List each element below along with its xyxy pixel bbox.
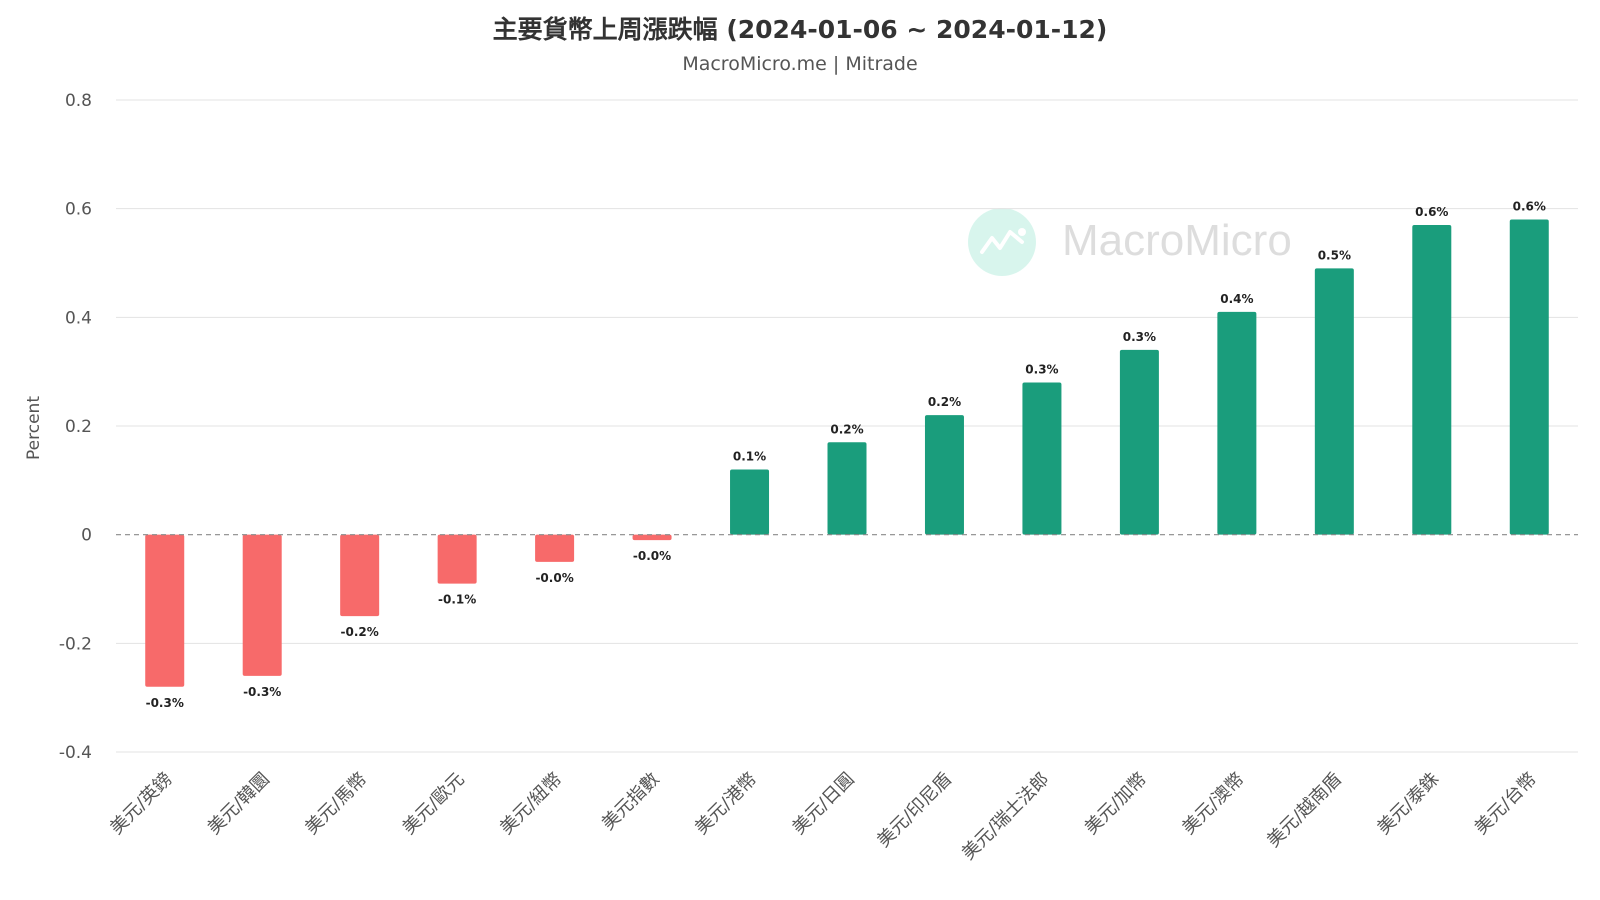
x-tick-label: 美元/澳幣 [1178,769,1248,839]
data-label: 0.6% [1415,205,1448,219]
data-label: 0.2% [928,395,961,409]
y-tick-label: 0.6 [65,200,92,220]
x-tick-label: 美元/印尼盾 [873,769,956,852]
bar[interactable] [242,534,282,676]
data-label: 0.5% [1318,248,1351,262]
data-label: 0.6% [1513,200,1546,214]
y-axis-ticks: 0.8 0.6 0.4 0.2 0 -0.2 -0.4 [59,91,92,763]
bar[interactable] [1022,382,1062,535]
x-tick-label: 美元/歐元 [399,769,469,839]
x-tick-label: 美元/加幣 [1081,769,1151,839]
chart-title: 主要貨幣上周漲跌幅 (2024-01-06 ~ 2024-01-12) [492,15,1108,44]
x-tick-label: 美元/英鎊 [106,769,176,839]
x-tick-label: 美元/日圓 [788,769,858,839]
data-label: -0.3% [146,696,184,710]
x-tick-label: 美元/韓圜 [204,769,274,839]
y-axis-label: Percent [24,396,44,460]
data-label: -0.0% [535,571,573,585]
bar[interactable] [145,534,185,687]
x-tick-label: 美元/紐幣 [496,769,566,839]
macromicro-logo-icon [968,208,1036,276]
data-label: 0.3% [1123,330,1156,344]
watermark-text: MacroMicro [1062,216,1292,265]
y-tick-label: -0.4 [59,743,92,763]
x-tick-label: 美元/台幣 [1471,769,1541,839]
y-tick-label: -0.2 [59,634,92,654]
bar[interactable] [730,469,770,535]
x-tick-label: 美元/泰銖 [1373,769,1443,839]
bar[interactable] [340,534,380,617]
bar[interactable] [535,534,575,562]
data-label: 0.4% [1220,292,1253,306]
x-tick-label: 美元/瑞士法郎 [958,769,1054,865]
y-tick-label: 0 [81,526,92,546]
x-tick-label: 美元/港幣 [691,769,761,839]
bar[interactable] [1412,224,1452,535]
data-label: 0.2% [830,422,863,436]
chart-subtitle: MacroMicro.me | Mitrade [682,53,918,75]
bar[interactable] [827,442,867,535]
bar[interactable] [924,415,964,535]
y-tick-label: 0.2 [65,417,92,437]
x-tick-label: 美元/馬幣 [301,769,371,839]
data-label: -0.0% [633,549,671,563]
y-tick-label: 0.4 [65,308,92,328]
data-label: 0.1% [733,449,766,463]
x-tick-label: 美元指數 [598,769,664,835]
data-label: -0.3% [243,685,281,699]
bar[interactable] [1217,311,1257,535]
x-axis-labels: 美元/英鎊 美元/韓圜 美元/馬幣 美元/歐元 美元/紐幣 美元指數 美元/港幣 美元/日圓美… [106,769,1541,865]
bar[interactable] [632,534,672,541]
x-tick-label: 美元/越南盾 [1263,769,1346,852]
y-tick-label: 0.8 [65,91,92,111]
data-label: 0.3% [1025,363,1058,377]
bar[interactable] [1314,268,1354,535]
bar[interactable] [1509,219,1549,535]
bars [145,219,1549,687]
watermark: MacroMicro [968,208,1348,278]
data-labels: -0.3% -0.3% -0.2% -0.1% -0.0% -0.0% 0.1% 0.2% 0.… [146,200,1546,710]
data-label: -0.1% [438,593,476,607]
bar[interactable] [437,534,477,584]
bar[interactable] [1119,349,1159,535]
data-label: -0.2% [341,625,379,639]
